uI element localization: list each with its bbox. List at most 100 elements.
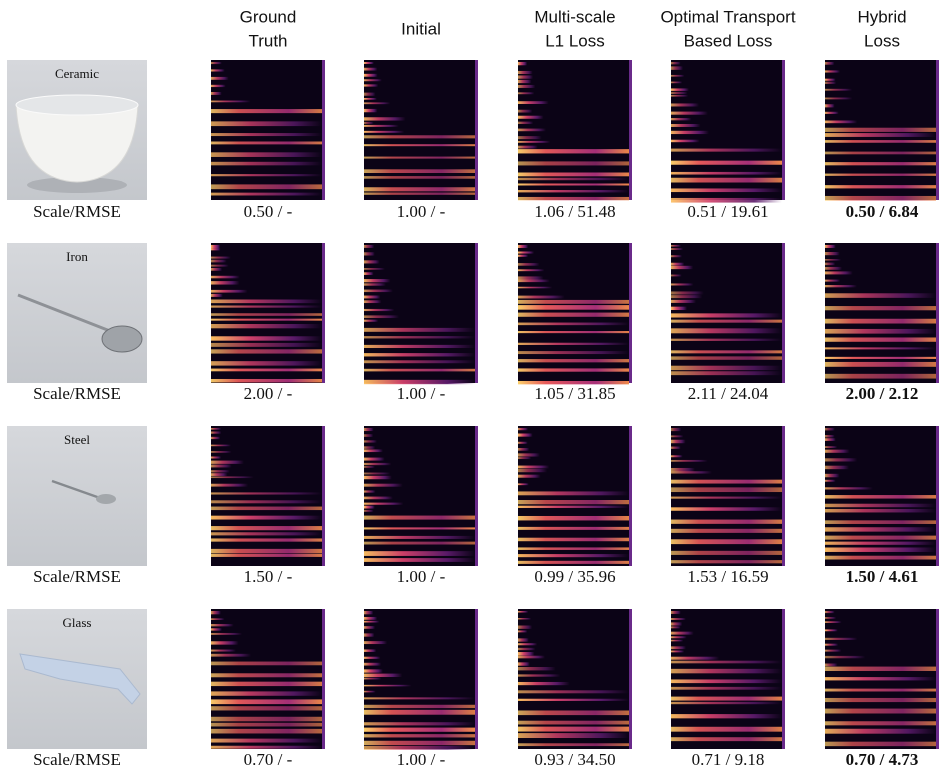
band [518, 500, 629, 504]
band [211, 257, 231, 259]
band [364, 621, 379, 623]
band [518, 442, 528, 444]
band [364, 122, 374, 124]
band [211, 260, 227, 263]
band [364, 741, 475, 745]
material-label: Ceramic [55, 66, 99, 81]
band [825, 357, 936, 359]
band [211, 343, 322, 347]
band [518, 475, 541, 478]
band [364, 510, 374, 512]
band [364, 691, 376, 693]
band [825, 79, 836, 81]
band [518, 197, 629, 200]
band [364, 484, 403, 487]
band [211, 682, 322, 686]
band [825, 487, 873, 489]
band [825, 70, 840, 72]
band [364, 279, 390, 282]
spectrogram-edge [475, 243, 478, 383]
band [364, 245, 374, 248]
band [518, 710, 629, 715]
spectrogram-bg [518, 426, 632, 566]
band [671, 455, 683, 457]
band [518, 733, 629, 738]
band [518, 434, 533, 437]
band [518, 652, 534, 655]
band [825, 319, 936, 324]
spectrogram [364, 609, 478, 750]
spectrogram-edge [629, 609, 632, 749]
band [518, 368, 629, 371]
column-header: Truth [248, 31, 287, 50]
band [518, 554, 629, 557]
band [364, 463, 391, 465]
spectrogram-edge [782, 609, 785, 749]
band [211, 276, 240, 279]
band [671, 471, 712, 473]
band [671, 66, 683, 69]
band [825, 644, 838, 646]
band [518, 682, 570, 685]
band [364, 649, 376, 651]
object-photo [7, 426, 147, 566]
band [671, 507, 782, 510]
band [671, 356, 782, 359]
spectrogram-edge [936, 609, 939, 749]
band [364, 710, 475, 715]
band [211, 445, 231, 447]
spectrogram-edge [782, 426, 785, 566]
band [211, 305, 322, 307]
band [671, 636, 687, 638]
band [364, 497, 393, 500]
band [671, 468, 695, 471]
column-header: Loss [864, 31, 900, 50]
material-label: Iron [66, 249, 88, 264]
band [364, 109, 377, 112]
band [518, 453, 540, 456]
band [364, 516, 475, 520]
band [825, 677, 936, 680]
column-header: Hybrid [857, 7, 906, 26]
band [364, 68, 377, 71]
band [518, 561, 629, 564]
metric-value: 1.00 / - [397, 384, 446, 403]
row-label: Scale/RMSE [33, 202, 121, 221]
band [364, 657, 380, 659]
band [364, 125, 399, 127]
spectrogram-edge [936, 60, 939, 200]
band [825, 267, 842, 270]
figure: GroundTruthInitialMulti-scaleL1 LossOpti… [0, 0, 940, 770]
metric-value: 0.70 / - [244, 750, 293, 769]
band [671, 255, 682, 257]
spectrogram-edge [322, 243, 325, 383]
band [211, 500, 322, 503]
band [671, 328, 782, 333]
band [518, 674, 560, 676]
band [364, 300, 381, 303]
spectrogram [671, 426, 785, 566]
band [518, 172, 629, 176]
band [671, 178, 782, 183]
spectrogram [518, 60, 632, 200]
band [211, 92, 222, 95]
spectrogram [211, 243, 325, 383]
band [825, 337, 936, 341]
band [825, 362, 936, 367]
band [364, 734, 475, 737]
band [518, 648, 535, 650]
band [364, 626, 375, 629]
band [364, 434, 373, 437]
band [671, 103, 699, 106]
band [211, 507, 322, 511]
band [825, 435, 835, 437]
spectrogram-edge [629, 60, 632, 200]
band [211, 473, 227, 476]
column-header: Optimal Transport [660, 7, 795, 26]
spectrogram [825, 60, 939, 201]
band [211, 611, 221, 614]
band [364, 296, 380, 299]
band [671, 95, 688, 97]
band [364, 527, 475, 529]
column-header: Based Loss [684, 31, 773, 50]
